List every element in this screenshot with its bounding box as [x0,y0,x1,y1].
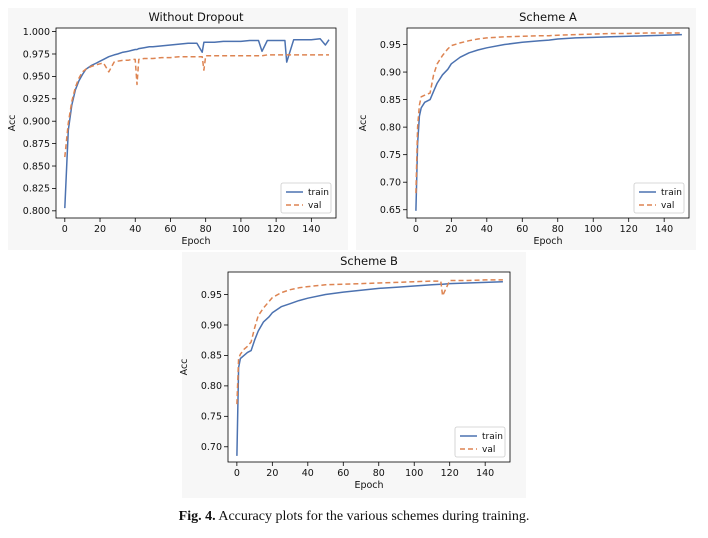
chart-panel-2: Scheme A 0 20 40 60 80 100 120 140 0.65 0.70 0.75 0.… [356,8,696,250]
x-tick-label: 0 [62,224,68,235]
legend-label-val: val [308,201,321,211]
series-line-val [415,32,682,194]
x-axis-label: Epoch [181,236,210,247]
chart-title: Scheme B [340,254,398,268]
legend [454,426,506,458]
chart-panel-1: Without Dropout 0 20 40 60 80 100 120 140 0.800 0.… [7,8,348,250]
x-tick-label: 140 [302,224,320,235]
y-tick-label: 1.000 [23,27,50,38]
figure-caption: Fig. 4. Accuracy plots for the various s… [0,509,708,525]
x-axis-label: Epoch [533,236,562,247]
x-tick-label: 140 [655,224,673,235]
x-tick-label: 40 [481,224,493,235]
legend-label-train: train [308,188,329,198]
chart-title: Scheme A [519,10,577,24]
chart-title: Without Dropout [148,10,244,24]
x-axis-label: Epoch [354,480,383,491]
x-tick-label: 120 [441,468,459,479]
y-tick-label: 0.800 [23,206,50,217]
legend [280,182,332,214]
y-tick-label: 0.900 [23,117,50,128]
x-tick-label: 80 [373,468,385,479]
y-tick-label: 0.950 [23,72,50,83]
y-tick-label: 0.95 [201,290,222,301]
x-tick-label: 0 [413,224,419,235]
x-tick-label: 60 [164,224,176,235]
series-line-train [64,38,330,209]
x-tick-label: 100 [232,224,250,235]
x-tick-label: 120 [267,224,285,235]
y-axis-label: Acc [358,115,369,132]
legend [633,182,685,214]
figure-caption-label: Fig. 4. [178,509,216,524]
y-axis-label: Acc [179,359,190,376]
x-tick-label: 80 [200,224,212,235]
x-tick-label: 140 [476,468,494,479]
y-tick-label: 0.70 [380,178,401,189]
y-tick-label: 0.95 [380,40,401,51]
x-tick-label: 120 [620,224,638,235]
y-tick-label: 0.75 [201,412,222,423]
y-tick-label: 0.925 [23,94,50,105]
y-tick-label: 0.850 [23,161,50,172]
x-tick-label: 20 [266,468,278,479]
y-tick-label: 0.80 [201,381,222,392]
chart-panel-3: Scheme B 0 20 40 60 80 100 120 140 0.70 0.75 0.80 0.… [179,252,526,498]
x-tick-label: 40 [129,224,141,235]
y-tick-label: 0.70 [201,442,222,453]
y-tick-label: 0.975 [23,49,50,60]
series-line-train [415,33,682,211]
x-tick-label: 60 [516,224,528,235]
y-tick-label: 0.85 [380,95,401,106]
y-tick-label: 0.825 [23,184,50,195]
legend-label-val: val [482,445,495,455]
x-tick-label: 40 [302,468,314,479]
y-tick-label: 0.875 [23,139,50,150]
y-tick-label: 0.65 [380,205,401,216]
legend-label-train: train [661,188,682,198]
y-tick-label: 0.90 [201,320,222,331]
legend-label-train: train [482,432,503,442]
y-tick-label: 0.85 [201,351,222,362]
y-tick-label: 0.90 [380,67,401,78]
legend-label-val: val [661,201,674,211]
x-tick-label: 0 [234,468,240,479]
y-tick-label: 0.75 [380,150,401,161]
x-tick-label: 100 [584,224,602,235]
x-tick-label: 20 [94,224,106,235]
y-axis-label: Acc [7,115,18,132]
x-tick-label: 60 [337,468,349,479]
x-tick-label: 20 [445,224,457,235]
y-tick-label: 0.80 [380,122,401,133]
x-tick-label: 80 [552,224,564,235]
x-tick-label: 100 [405,468,423,479]
figure-caption-text: Accuracy plots for the various schemes d… [218,509,530,524]
